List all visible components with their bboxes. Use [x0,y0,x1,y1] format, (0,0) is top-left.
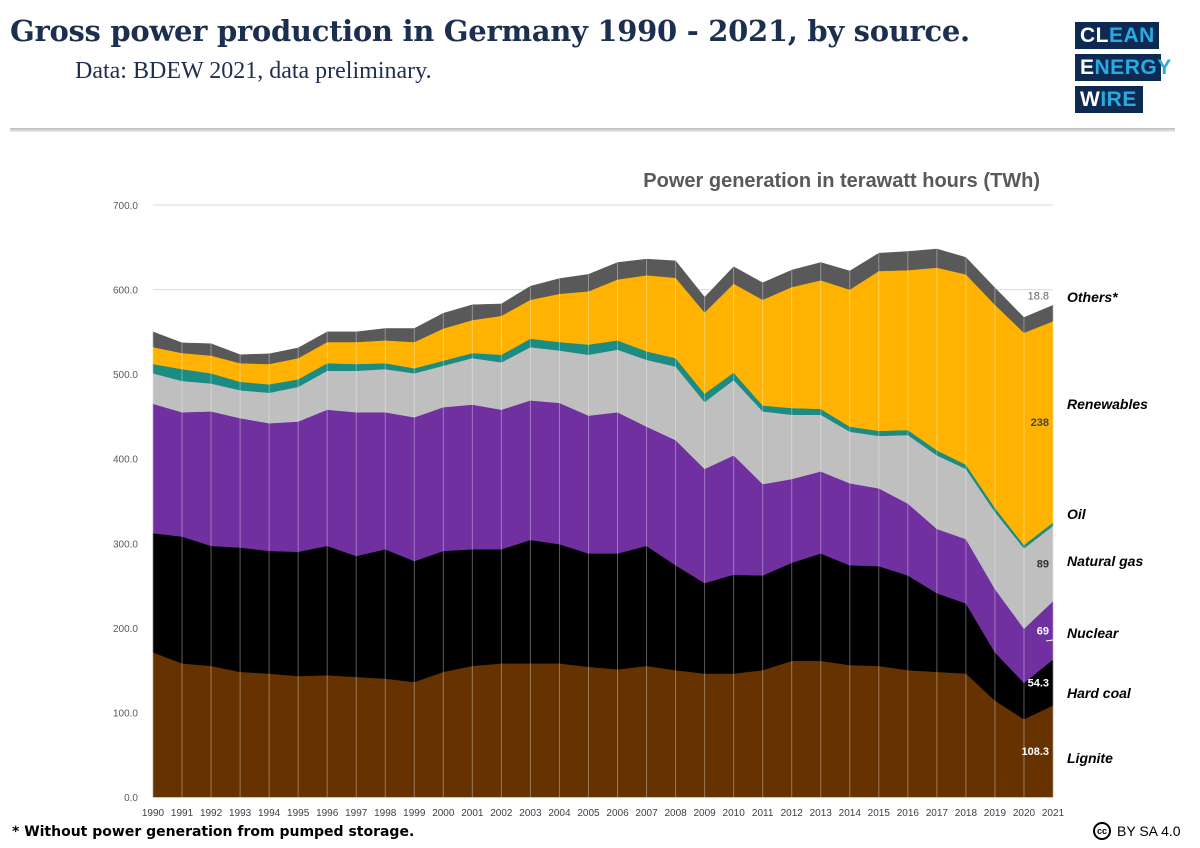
x-tick-label: 2011 [752,808,774,819]
page-subtitle: Data: BDEW 2021, data preliminary. [75,58,432,84]
x-tick-label: 2017 [926,808,949,819]
chart-title: Power generation in terawatt hours (TWh) [643,170,1040,192]
data-label-2021: 238 [1031,417,1049,429]
y-tick-label: 300.0 [113,539,138,550]
legend-label: Oil [1067,506,1087,522]
x-tick-label: 2002 [490,808,513,819]
data-label-2021: 69 [1037,625,1049,637]
legend-label: Nuclear [1067,625,1120,641]
y-tick-label: 400.0 [113,455,138,466]
x-tick-label: 2006 [606,808,629,819]
x-tick-label: 1995 [287,808,310,819]
creative-commons-icon: cc [1093,822,1111,840]
data-label-2021: 18.8 [1028,290,1049,302]
legend-label: Natural gas [1067,553,1143,569]
x-tick-label: 2013 [810,808,833,819]
y-tick-label: 700.0 [113,201,138,212]
data-label-2021: 54.3 [1028,677,1049,689]
data-label-2021: 108.3 [1021,746,1049,758]
x-tick-label: 1991 [171,808,194,819]
legend-label: Renewables [1067,396,1148,412]
x-tick-label: 2009 [693,808,716,819]
x-tick-label: 2015 [868,808,891,819]
y-tick-label: 600.0 [113,286,138,297]
x-tick-label: 2021 [1042,808,1065,819]
clean-energy-wire-logo: CLEAN ENERGY WIRE [1075,22,1171,118]
license-text: BY SA 4.0 [1117,823,1181,839]
x-tick-label: 2001 [461,808,484,819]
x-tick-label: 2014 [839,808,862,819]
x-tick-label: 2012 [781,808,804,819]
x-tick-label: 1993 [229,808,252,819]
header-divider [10,128,1175,132]
license: cc BY SA 4.0 [1093,822,1181,840]
area-others [152,248,1054,365]
x-tick-label: 2018 [955,808,978,819]
y-tick-label: 200.0 [113,624,138,635]
x-tick-label: 2004 [548,808,571,819]
y-tick-label: 100.0 [113,708,138,719]
x-tick-label: 2019 [984,808,1007,819]
page-title: Gross power production in Germany 1990 -… [10,14,970,48]
leader-line [1045,639,1054,642]
legend-label: Lignite [1067,750,1113,766]
legend-label: Others* [1067,289,1118,305]
legend-label: Hard coal [1067,685,1132,701]
x-tick-label: 1998 [374,808,397,819]
x-tick-label: 1999 [403,808,426,819]
x-tick-label: 2008 [664,808,687,819]
x-tick-label: 1997 [345,808,368,819]
x-tick-label: 2005 [577,808,600,819]
x-tick-label: 1992 [200,808,223,819]
x-tick-label: 2000 [432,808,455,819]
x-tick-label: 1990 [142,808,165,819]
x-tick-label: 2007 [635,808,658,819]
y-tick-label: 500.0 [113,370,138,381]
x-tick-label: 1994 [258,808,281,819]
x-tick-label: 1996 [316,808,339,819]
x-tick-label: 2003 [519,808,542,819]
x-tick-label: 2020 [1013,808,1036,819]
x-tick-label: 2016 [897,808,920,819]
data-label-2021: 89 [1037,558,1049,570]
footnote: * Without power generation from pumped s… [12,824,415,840]
x-tick-label: 2010 [723,808,746,819]
y-tick-label: 0.0 [124,793,138,804]
